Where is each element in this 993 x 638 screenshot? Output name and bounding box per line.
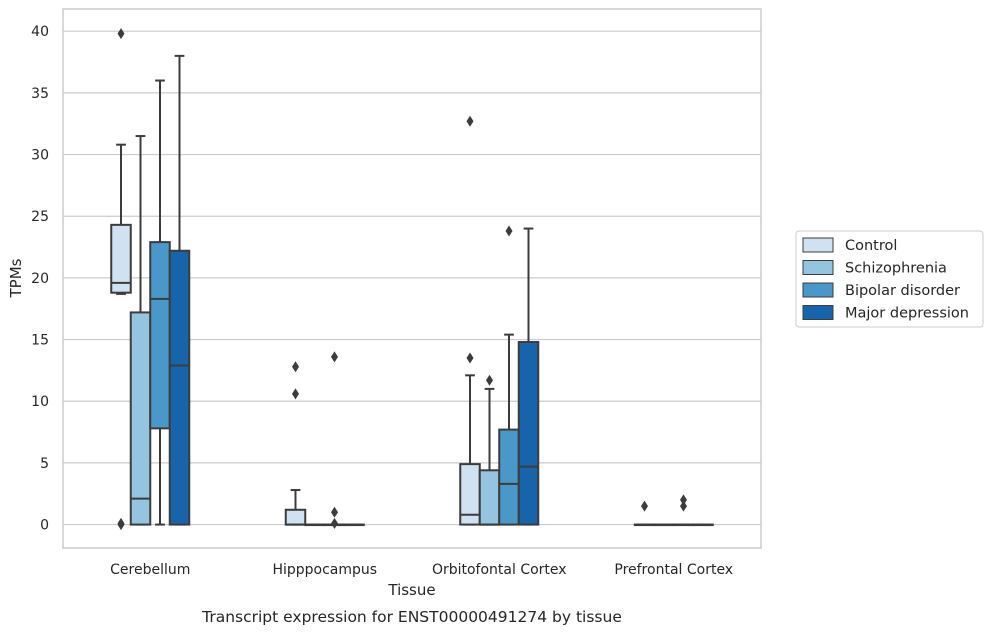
box-major-depression-0 — [168, 54, 191, 526]
box-schizophrenia-1 — [304, 523, 326, 527]
legend-entry-label: Major depression — [845, 306, 969, 322]
y-tick-label: 40 — [31, 24, 49, 40]
box-iqr — [478, 469, 501, 526]
box-iqr — [129, 311, 152, 526]
x-tick-label: Prefrontal Cortex — [614, 562, 733, 578]
outlier-point — [331, 506, 338, 518]
outlier-point — [292, 361, 299, 373]
y-tick-label: 10 — [31, 394, 49, 410]
box-schizophrenia-2 — [478, 374, 501, 526]
box-schizophrenia-0 — [129, 135, 152, 526]
y-tick-label: 35 — [31, 86, 49, 102]
x-tick-label: Cerebellum — [110, 562, 190, 578]
x-tick-labels: Cerebellum Hipppocampus Orbitofontal Corte… — [110, 562, 733, 578]
outlier-point — [292, 388, 299, 400]
box-iqr — [168, 249, 191, 526]
box-control-1 — [284, 361, 307, 526]
legend-entry-label: Control — [845, 238, 897, 254]
box-iqr — [149, 241, 171, 430]
outlier-point — [486, 374, 493, 386]
chart-caption: Transcript expression for ENST0000049127… — [201, 608, 622, 626]
y-tick-label: 20 — [31, 271, 49, 287]
box-major-depression-2 — [517, 227, 540, 526]
box-control-0 — [110, 28, 132, 531]
box-iqr — [498, 428, 520, 526]
legend-entry-label: Bipolar disorder — [845, 283, 960, 299]
outlier-point — [641, 500, 648, 512]
y-tick-label: 0 — [40, 518, 49, 534]
outlier-point — [680, 500, 687, 512]
y-tick-label: 30 — [31, 148, 49, 164]
y-tick-label: 5 — [40, 456, 49, 472]
outlier-point — [680, 494, 687, 506]
box-series-group — [110, 28, 714, 531]
box-iqr — [284, 508, 307, 526]
outlier-point — [331, 517, 338, 529]
legend-swatch — [802, 260, 834, 275]
legend-swatch — [802, 237, 834, 253]
legend-frame — [795, 230, 984, 328]
box-schizophrenia-3 — [653, 523, 675, 527]
box-bipolar-disorder-2 — [498, 225, 520, 526]
outlier-point — [505, 225, 513, 237]
legend: Control Schizophrenia Bipolar disorder Majo… — [795, 230, 984, 328]
legend-entry-label: Schizophrenia — [845, 261, 947, 277]
legend-swatch — [802, 282, 834, 298]
box-iqr — [110, 223, 132, 294]
x-tick-label: Hipppocampus — [272, 562, 377, 578]
y-axis-label: TPMs — [7, 258, 25, 298]
box-major-depression-3 — [692, 523, 714, 527]
x-axis-label: Tissue — [387, 581, 435, 599]
outlier-point — [117, 28, 125, 40]
box-control-2 — [459, 115, 481, 526]
box-iqr — [517, 341, 540, 526]
x-tick-label: Orbitofontal Cortex — [432, 562, 567, 578]
legend-swatch — [802, 305, 834, 320]
y-tick-labels: 0 5 10 15 20 25 30 35 40 — [31, 24, 49, 533]
box-major-depression-1 — [343, 523, 365, 527]
y-tick-label: 15 — [31, 333, 49, 349]
y-tick-label: 25 — [31, 209, 49, 225]
outlier-point — [466, 352, 474, 364]
outlier-point — [466, 115, 474, 127]
outlier-point — [117, 519, 125, 531]
box-bipolar-disorder-1 — [323, 351, 346, 529]
outlier-point — [331, 351, 338, 363]
